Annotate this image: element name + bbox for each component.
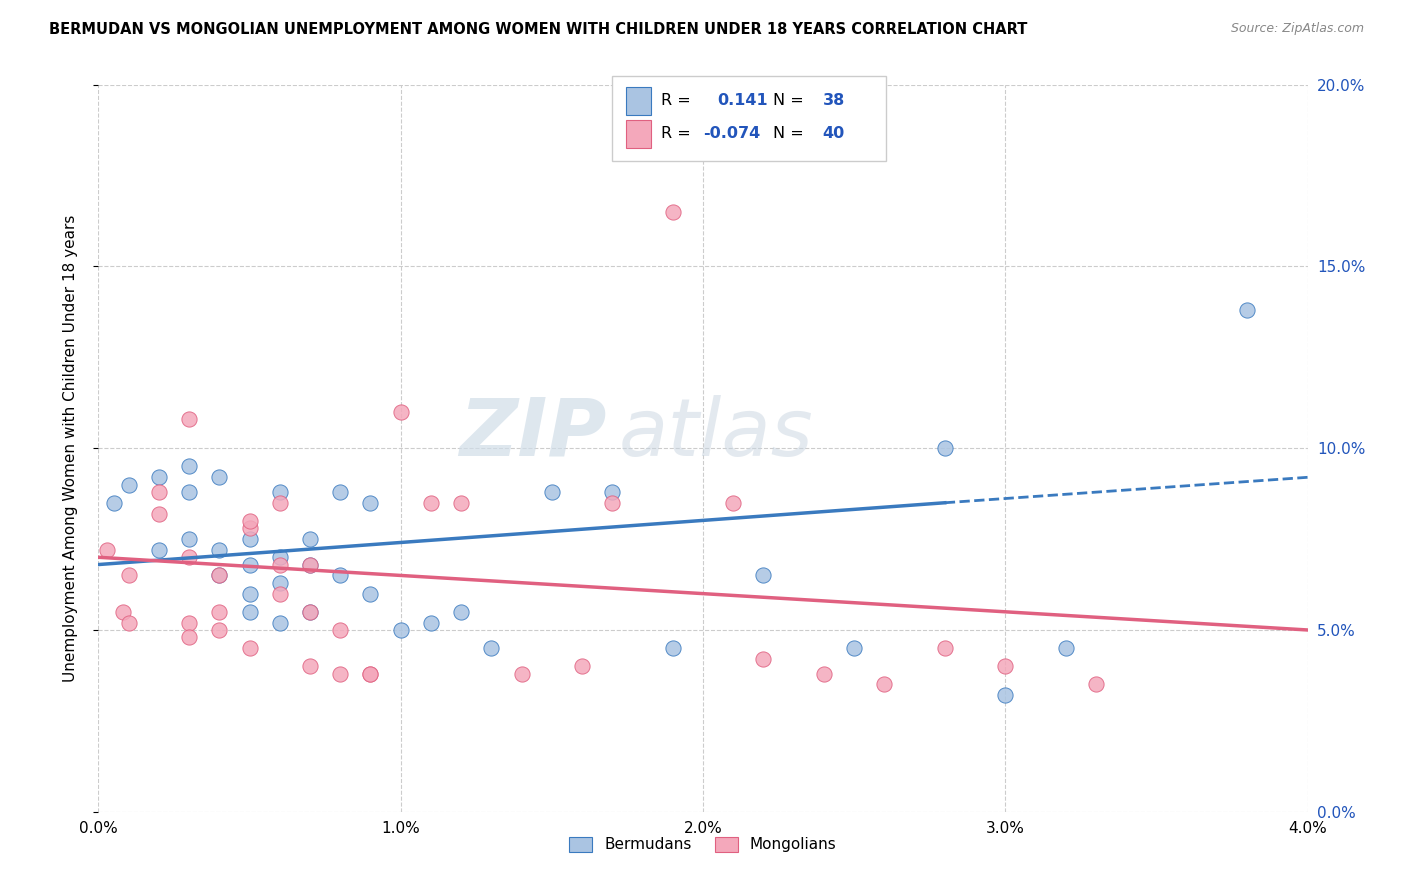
Point xyxy=(1054,641,1077,656)
Point xyxy=(269,587,291,601)
Point xyxy=(299,605,322,619)
Point xyxy=(873,677,896,691)
Point xyxy=(481,641,503,656)
Point xyxy=(239,514,262,528)
Point xyxy=(934,442,956,455)
Point xyxy=(179,615,201,630)
Point xyxy=(299,605,322,619)
Point xyxy=(450,496,472,510)
Point xyxy=(208,605,231,619)
Text: 38: 38 xyxy=(823,94,845,108)
Point xyxy=(269,575,291,590)
Point xyxy=(179,459,201,474)
Point xyxy=(118,568,141,582)
Point xyxy=(148,484,170,499)
Point xyxy=(329,666,352,681)
Point xyxy=(723,496,745,510)
Text: R =: R = xyxy=(661,127,696,141)
Point xyxy=(179,630,201,644)
Point xyxy=(148,543,170,558)
Point xyxy=(994,689,1017,703)
Point xyxy=(1236,303,1258,318)
Point xyxy=(450,605,472,619)
Point xyxy=(299,659,322,673)
Point xyxy=(389,623,412,637)
Point xyxy=(329,568,352,582)
Point xyxy=(179,532,201,546)
Point xyxy=(540,484,562,499)
Point xyxy=(269,558,291,572)
Point xyxy=(389,405,412,419)
Point xyxy=(661,205,683,219)
Point xyxy=(752,568,775,582)
Point xyxy=(329,623,352,637)
Point xyxy=(299,532,322,546)
Point xyxy=(420,496,443,510)
Point xyxy=(239,641,262,656)
Point xyxy=(179,550,201,565)
Point xyxy=(571,659,593,673)
Point xyxy=(269,496,291,510)
Point xyxy=(179,412,201,426)
Point xyxy=(360,496,382,510)
Point xyxy=(360,587,382,601)
Point xyxy=(208,623,231,637)
Text: R =: R = xyxy=(661,94,696,108)
Point xyxy=(118,477,141,491)
Point xyxy=(269,550,291,565)
Text: ZIP: ZIP xyxy=(458,394,606,473)
Point xyxy=(269,615,291,630)
Text: -0.074: -0.074 xyxy=(703,127,761,141)
Point xyxy=(360,666,382,681)
Point xyxy=(208,568,231,582)
Point xyxy=(360,666,382,681)
Y-axis label: Unemployment Among Women with Children Under 18 years: Unemployment Among Women with Children U… xyxy=(63,215,77,681)
Point xyxy=(269,484,291,499)
Text: Source: ZipAtlas.com: Source: ZipAtlas.com xyxy=(1230,22,1364,36)
Point xyxy=(239,532,262,546)
Point xyxy=(179,484,201,499)
Text: N =: N = xyxy=(773,127,810,141)
Text: 40: 40 xyxy=(823,127,845,141)
Point xyxy=(299,558,322,572)
Point xyxy=(329,484,352,499)
Point xyxy=(510,666,533,681)
Text: 0.141: 0.141 xyxy=(717,94,768,108)
Point xyxy=(813,666,835,681)
Point xyxy=(111,605,134,619)
Point xyxy=(994,659,1017,673)
Point xyxy=(661,641,683,656)
Point xyxy=(148,470,170,484)
Text: BERMUDAN VS MONGOLIAN UNEMPLOYMENT AMONG WOMEN WITH CHILDREN UNDER 18 YEARS CORR: BERMUDAN VS MONGOLIAN UNEMPLOYMENT AMONG… xyxy=(49,22,1028,37)
Point xyxy=(208,470,231,484)
Point xyxy=(239,605,262,619)
Point xyxy=(1085,677,1108,691)
Point xyxy=(148,507,170,521)
Point xyxy=(299,558,322,572)
Point xyxy=(208,568,231,582)
Point xyxy=(602,496,624,510)
Legend: Bermudans, Mongolians: Bermudans, Mongolians xyxy=(564,830,842,859)
Point xyxy=(96,543,118,558)
Point xyxy=(118,615,141,630)
Text: atlas: atlas xyxy=(619,394,813,473)
Point xyxy=(420,615,443,630)
Point xyxy=(239,521,262,535)
Text: N =: N = xyxy=(773,94,810,108)
Point xyxy=(208,543,231,558)
Point xyxy=(103,496,125,510)
Point xyxy=(239,558,262,572)
Point xyxy=(844,641,866,656)
Point xyxy=(934,641,956,656)
Point xyxy=(239,587,262,601)
Point xyxy=(602,484,624,499)
Point xyxy=(752,652,775,666)
